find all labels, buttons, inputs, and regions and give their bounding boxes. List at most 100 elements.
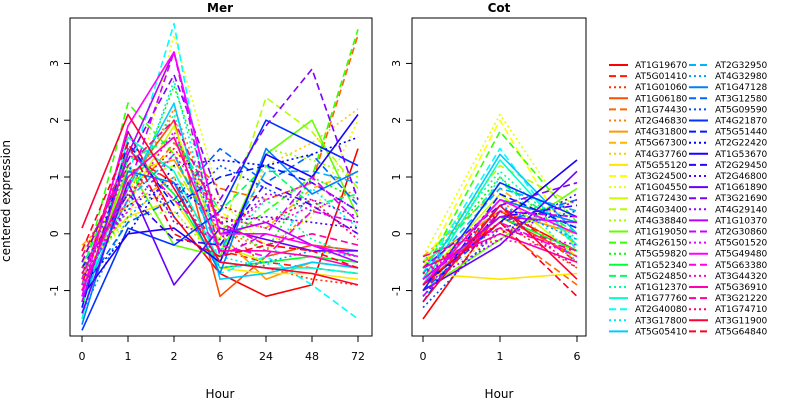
- legend-entry: AT3G21690: [689, 194, 768, 204]
- legend-label: AT2G46830: [635, 117, 688, 127]
- y-tick-label: 0: [48, 230, 61, 237]
- panel-cot: Cot -1 0 1 2 3 0 1 6 Hour: [390, 1, 587, 400]
- panel-mer-x-axis-label: Hour: [206, 387, 235, 400]
- series-line-at3g44320: [422, 238, 578, 263]
- legend-entry: AT1G12370: [609, 283, 688, 293]
- legend-label: AT3G21690: [715, 194, 768, 204]
- legend-entry: AT4G37760: [609, 150, 688, 160]
- y-tick-label: 1: [48, 174, 61, 181]
- legend-label: AT2G46800: [715, 172, 768, 182]
- legend-label: AT1G74710: [715, 305, 768, 315]
- series-line-at5g51440: [81, 142, 359, 308]
- y-tick-label: 3: [48, 60, 61, 67]
- legend-label: AT3G24500: [635, 172, 688, 182]
- legend-entry: AT4G32980: [689, 72, 768, 82]
- legend-entry: AT1G06180: [609, 94, 688, 104]
- panel-mer-y-axis: -1 0 1 2 3: [48, 60, 71, 296]
- legend-label: AT3G17800: [635, 316, 688, 326]
- legend-label: AT3G44320: [715, 272, 768, 282]
- legend-entry: AT5G36910: [689, 283, 768, 293]
- series-line-at2g46800: [81, 181, 359, 280]
- y-tick-label: -1: [390, 285, 403, 296]
- legend-label: AT5G67300: [635, 139, 688, 149]
- series-line-at2g32950: [422, 187, 578, 275]
- series-line-at2g29450: [81, 181, 359, 269]
- legend-label: AT4G21870: [715, 117, 768, 127]
- legend-label: AT1G74430: [635, 105, 688, 115]
- series-line-at5g64840: [422, 221, 578, 297]
- legend-entry: AT5G59820: [609, 250, 688, 260]
- series-line-at4g32980: [422, 204, 578, 297]
- legend-entry: AT1G74430: [609, 105, 688, 115]
- legend-entry: AT5G01410: [609, 72, 688, 82]
- x-tick-label: 48: [305, 350, 319, 363]
- x-tick-label: 0: [420, 350, 427, 363]
- x-tick-label: 1: [125, 350, 132, 363]
- legend-entry: AT3G11900: [689, 316, 768, 326]
- legend-entry: AT4G26150: [609, 239, 688, 249]
- x-tick-label: 1: [497, 350, 504, 363]
- series-line-at4g32980: [81, 176, 359, 314]
- legend-label: AT1G19050: [635, 228, 688, 238]
- series-line-at5g49480: [81, 51, 359, 297]
- legend-label: AT1G06180: [635, 94, 688, 104]
- legend-entry: AT1G52340: [609, 261, 688, 271]
- legend-label: AT5G63380: [715, 261, 768, 271]
- legend-entry: AT1G61890: [689, 183, 768, 193]
- legend-label: AT1G19670: [635, 61, 688, 71]
- series-line-at1g61890: [422, 170, 578, 292]
- y-tick-label: 1: [390, 174, 403, 181]
- y-tick-label: 3: [390, 60, 403, 67]
- series-line-at5g63380: [81, 147, 359, 280]
- legend-entry: AT5G63380: [689, 261, 768, 271]
- legend-label: AT3G12580: [715, 94, 768, 104]
- series-line-at2g30860: [81, 51, 359, 274]
- x-tick-label: 72: [351, 350, 365, 363]
- series-line-at5g64840: [81, 142, 359, 269]
- series-line-at1g04550: [422, 113, 578, 257]
- legend-entry: AT3G21220: [689, 294, 768, 304]
- panel-mer-title: Mer: [207, 1, 233, 15]
- series-line-at5g05410: [81, 102, 359, 303]
- legend-label: AT1G47128: [715, 83, 768, 93]
- y-tick-label: 2: [48, 117, 61, 124]
- legend-entry: AT1G04550: [609, 183, 688, 193]
- legend-label: AT4G29140: [715, 205, 768, 215]
- series-line-at5g01520: [422, 227, 578, 275]
- y-tick-label: 2: [390, 117, 403, 124]
- x-tick-label: 0: [79, 350, 86, 363]
- legend-entry: AT5G67300: [609, 139, 688, 149]
- panel-cot-frame: [411, 17, 587, 337]
- legend-entry: AT3G24500: [609, 172, 688, 182]
- legend-entry: AT2G22420: [689, 139, 768, 149]
- legend-label: AT5G55120: [635, 161, 688, 171]
- legend-label: AT1G53670: [715, 150, 768, 160]
- legend-label: AT4G32980: [715, 72, 768, 82]
- panel-mer-series: [81, 22, 359, 331]
- legend-label: AT2G22420: [715, 139, 768, 149]
- series-line-at1g74710: [81, 147, 359, 274]
- panel-cot-x-axis-label: Hour: [485, 387, 514, 400]
- legend-label: AT2G32950: [715, 61, 768, 71]
- legend-label: AT4G03400: [635, 205, 688, 215]
- panel-cot-series: [422, 113, 578, 320]
- legend-label: AT5G36910: [715, 283, 768, 293]
- legend-entry: AT1G47128: [689, 83, 768, 93]
- legend-entry: AT4G31800: [609, 128, 688, 138]
- legend-entry: AT3G17800: [609, 316, 688, 326]
- legend-label: AT1G10370: [715, 216, 768, 226]
- legend-entry: AT3G12580: [689, 94, 768, 104]
- legend-entry: AT2G29450: [689, 161, 768, 171]
- series-line-at5g36910: [422, 233, 578, 269]
- series-line-at5g51440: [422, 193, 578, 303]
- legend-entry: AT5G01520: [689, 239, 768, 249]
- legend-entry: AT1G01060: [609, 83, 688, 93]
- legend-entry: AT1G19050: [609, 228, 688, 238]
- series-line-at3g21690: [81, 68, 359, 263]
- panel-cot-y-axis: -1 0 1 2 3: [390, 60, 413, 296]
- panel-cot-title: Cot: [488, 1, 511, 15]
- legend-label: AT1G04550: [635, 183, 688, 193]
- legend-entry: AT5G49480: [689, 250, 768, 260]
- legend-label: AT4G38840: [635, 216, 688, 226]
